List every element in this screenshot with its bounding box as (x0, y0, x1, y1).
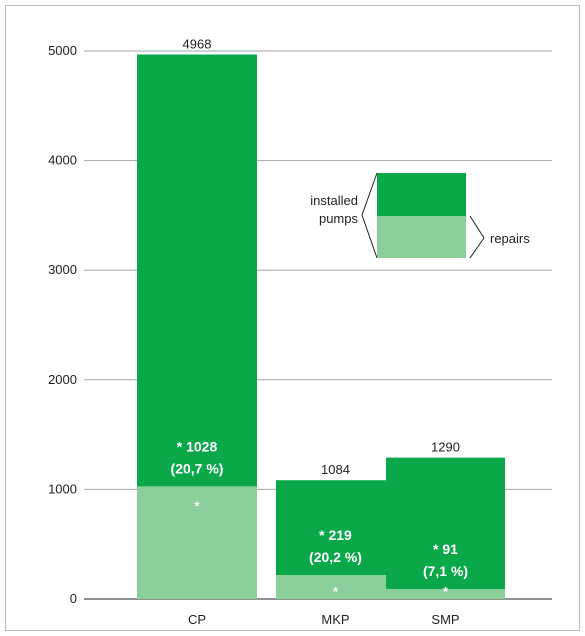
bars (137, 54, 505, 599)
repair-percent-label-cp: (20,7 %) (171, 460, 224, 476)
legend: installed pumps repairs (310, 172, 530, 259)
repair-percent-label-smp: (7,1 %) (423, 563, 468, 579)
legend-installed-line2: pumps (319, 211, 359, 226)
repair-percent-label-mkp: (20,2 %) (309, 549, 362, 565)
legend-installed-line1: installed (310, 193, 358, 208)
repair-count-label-smp: * 91 (433, 541, 458, 557)
y-tick-label: 2000 (48, 372, 77, 387)
legend-repairs-label: repairs (490, 231, 530, 246)
y-tick-label: 1000 (48, 481, 77, 496)
y-tick-label: 3000 (48, 262, 77, 277)
y-tick-label: 4000 (48, 153, 77, 168)
legend-installed-bracket (361, 172, 378, 259)
chart-frame (5, 5, 580, 631)
x-category-mkp: MKP (321, 612, 349, 627)
repair-star-smp: * (443, 584, 449, 599)
repair-star-mkp: * (333, 584, 339, 599)
total-label-smp: 1290 (431, 440, 460, 455)
y-axis-ticks: 0 1000 2000 3000 4000 5000 (48, 43, 77, 606)
bar-repairs-mkp (276, 574, 395, 599)
repair-count-label-mkp: * 219 (319, 527, 352, 543)
legend-repairs-swatch (377, 216, 466, 258)
repair-star-cp: * (194, 498, 200, 513)
bar-installed-smp (386, 457, 505, 599)
total-label-mkp: 1084 (321, 462, 350, 477)
repair-count-label-cp: * 1028 (177, 438, 218, 454)
y-tick-label: 0 (70, 591, 77, 606)
x-axis-categories: CP MKP SMP (188, 612, 460, 627)
y-tick-label: 5000 (48, 43, 77, 58)
x-category-smp: SMP (431, 612, 459, 627)
bar-repairs-smp (386, 589, 505, 599)
bar-repairs-cp (137, 486, 257, 599)
legend-repairs-bracket (469, 215, 485, 259)
total-label-cp: 4968 (183, 37, 212, 52)
bar-labels: 4968 * 1028 (20,7 %) * 1084 * 219 (20,2 %) * 129… (171, 37, 469, 599)
legend-installed-swatch (377, 173, 466, 216)
x-category-cp: CP (188, 612, 206, 627)
